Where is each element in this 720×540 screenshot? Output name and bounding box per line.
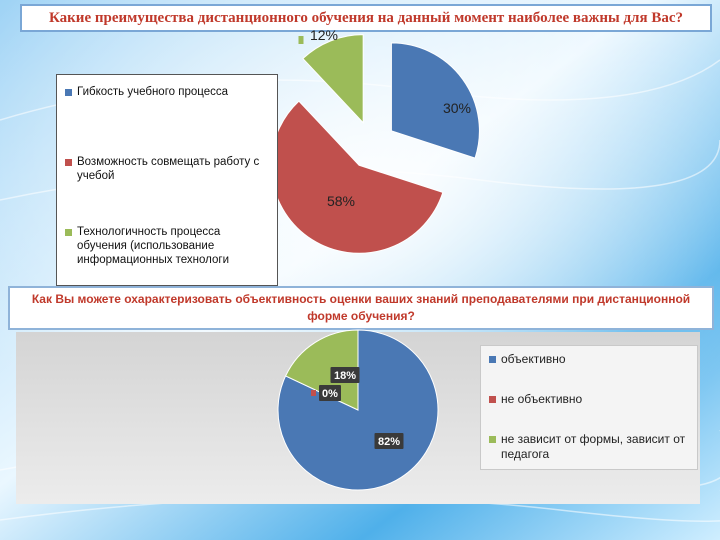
legend-swatch-green [489,436,496,443]
data-label: 18% [334,370,356,382]
data-label: 30% [443,100,471,116]
legend-label: Технологичность процесса обучения (испол… [77,226,230,266]
chart1-title: Какие преимущества дистанционного обучен… [20,4,712,32]
data-label: 82% [378,436,400,448]
legend-label: не объективно [501,392,583,406]
data-label-box [330,367,360,383]
data-label-box [319,385,341,401]
chart1-legend-item: Возможность совмещать работу с учебой [65,155,270,183]
legend-label: объективно [501,352,566,366]
chart2-legend-item: не зависит от формы, зависит от педагога [489,432,694,462]
chart2-title: Как Вы можете охарактеризовать объективн… [8,286,714,330]
legend-label: Возможность совмещать работу с учебой [77,156,260,182]
chart1-legend-item: Гибкость учебного процесса [65,85,270,99]
chart2-legend-item: объективно [489,352,694,367]
data-label: 0% [322,388,338,400]
legend-swatch-red [65,159,72,166]
chart2-legend: объективно не объективно не зависит от ф… [480,345,698,470]
legend-swatch-blue [65,89,72,96]
legend-swatch-blue [489,356,496,363]
legend-swatch-red [489,396,496,403]
legend-label: Гибкость учебного процесса [77,86,228,98]
legend-label: не зависит от формы, зависит от педагога [501,432,686,461]
chart1-legend-item: Технологичность процесса обучения (испол… [65,225,270,267]
data-label: 12% [310,27,338,43]
chart1-legend: Гибкость учебного процесса Возможность с… [56,74,278,286]
data-label-box [374,433,404,449]
chart2-legend-item: не объективно [489,392,694,407]
pie-slice [302,34,364,124]
zero-slice-marker [311,390,316,396]
pie-slice [390,42,480,159]
legend-swatch-green [65,229,72,236]
data-label: 58% [327,193,355,209]
